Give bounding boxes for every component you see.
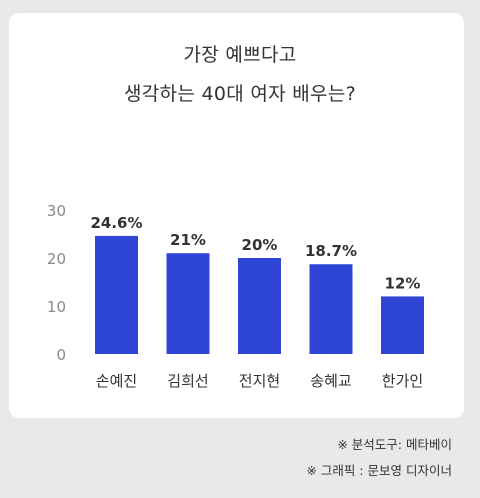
category-label: 김희선	[167, 372, 208, 390]
y-tick-label: 10	[47, 298, 66, 316]
value-label: 20%	[242, 236, 278, 254]
category-label: 한가인	[382, 372, 423, 390]
y-tick-label: 20	[47, 250, 66, 268]
y-tick-label: 0	[56, 346, 66, 364]
y-tick-label: 30	[47, 202, 66, 220]
credit-analysis-tool: ※ 분석도구: 메타베이	[337, 437, 452, 452]
category-label: 송혜교	[310, 372, 351, 390]
chart-title-line-1: 가장 예쁘다고	[183, 44, 297, 66]
category-label: 손예진	[96, 372, 137, 390]
category-label: 전지현	[239, 372, 280, 390]
credit-graphic-designer: ※ 그래픽 : 문보영 디자이너	[306, 463, 452, 478]
bar	[381, 296, 424, 354]
value-label: 24.6%	[90, 214, 142, 232]
bar	[95, 235, 138, 354]
value-label: 18.7%	[305, 242, 357, 260]
value-label: 21%	[170, 231, 206, 249]
value-label: 12%	[385, 274, 421, 292]
bar	[309, 264, 353, 354]
bar	[166, 253, 210, 354]
chart-title-line-2: 생각하는 40대 여자 배우는?	[124, 83, 356, 105]
bar	[238, 258, 281, 354]
